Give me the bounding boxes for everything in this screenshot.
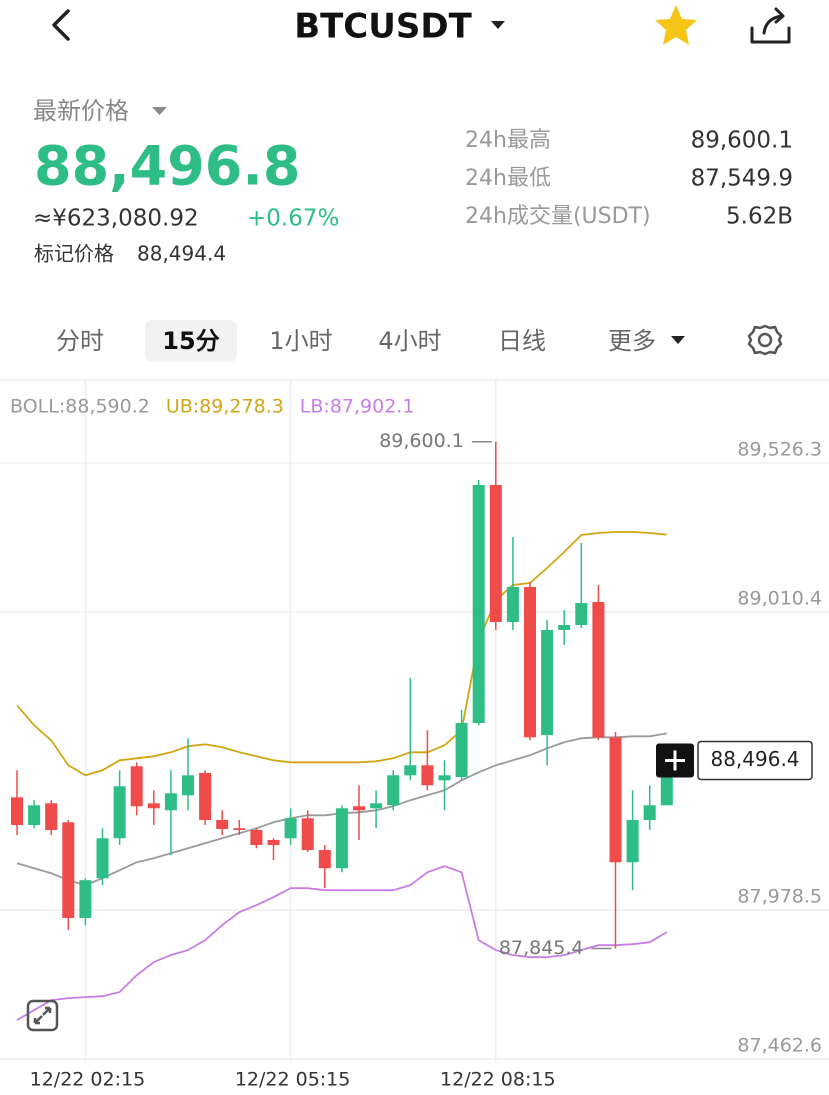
candle-body	[199, 772, 212, 821]
y-tick-label: 87,462.6	[737, 1035, 822, 1057]
candle-body	[421, 765, 434, 786]
active-tab-bg	[145, 320, 237, 362]
candle-body	[147, 803, 160, 809]
stat-value: 87,549.9	[691, 166, 793, 192]
candle-body	[250, 829, 263, 845]
bollinger-line	[16, 865, 668, 1021]
candle-body	[182, 775, 194, 796]
candle-body	[216, 820, 229, 829]
x-tick-label: 12/22 02:15	[30, 1069, 146, 1091]
mark-price: 88,494.4	[137, 242, 226, 266]
share-button[interactable]	[750, 7, 791, 44]
candle-body	[609, 737, 622, 863]
interval-tab[interactable]: 1小时	[269, 327, 332, 355]
candle-body	[28, 805, 41, 826]
candle-body	[558, 624, 571, 630]
legend-entry: BOLL:88,590.2	[10, 396, 150, 418]
y-tick-label: 87,978.5	[737, 886, 822, 908]
interval-tab[interactable]: 日线	[498, 327, 546, 355]
legend-entry: UB:89,278.3	[166, 396, 284, 418]
y-tick-label: 89,010.4	[737, 588, 822, 610]
stat-value: 5.62B	[726, 204, 793, 230]
price-label: 最新价格	[33, 97, 129, 125]
candle-body	[164, 793, 177, 811]
more-dropdown[interactable]	[671, 336, 685, 344]
candle-body	[524, 586, 536, 738]
interval-tabs: 分时 15分 1小时 4小时 日线 更多	[56, 320, 685, 362]
interval-tab[interactable]: 分时	[56, 327, 104, 355]
stat-label: 24h成交量(USDT)	[465, 204, 651, 229]
candle-body	[438, 775, 451, 781]
candle-body	[455, 722, 468, 778]
candle-body	[96, 838, 109, 879]
y-tick-label: 89,526.3	[737, 439, 822, 461]
price-marker-plus[interactable]	[665, 750, 685, 771]
candle-body	[233, 828, 246, 830]
candle-body	[113, 786, 126, 839]
mark-price-label: 标记价格	[34, 242, 114, 266]
candle-body	[301, 818, 314, 850]
symbol-title[interactable]: BTCUSDT	[294, 7, 472, 47]
kline-chart: 89,526.3 89,010.4 87,978.5 87,462.6 12/22 02…	[0, 380, 829, 1091]
candle-body	[284, 818, 297, 839]
cny-price: ≈¥623,080.92	[33, 206, 199, 232]
symbol-dropdown[interactable]	[491, 21, 505, 29]
candle-body	[130, 766, 143, 807]
back-button[interactable]	[52, 9, 70, 41]
candle-body	[404, 765, 417, 776]
annotation-label: 89,600.1	[379, 430, 464, 452]
candle-body	[370, 803, 383, 809]
interval-tab[interactable]: 更多	[608, 327, 656, 355]
x-tick-label: 12/22 05:15	[235, 1069, 351, 1091]
settings-button[interactable]	[747, 324, 783, 356]
annotation-label: 87,845.4	[499, 937, 584, 959]
candle-body	[79, 880, 92, 918]
candle-body	[626, 820, 639, 863]
candle-body	[318, 849, 331, 869]
favorite-star[interactable]	[655, 5, 697, 45]
candle-body	[267, 839, 280, 845]
candle-body	[335, 808, 348, 869]
interval-tab[interactable]: 4小时	[378, 327, 441, 355]
candle-body	[353, 806, 365, 811]
stats: 24h最高 89,600.1 24h最低 87,549.9 24h成交量(USDT) 5.…	[465, 128, 793, 230]
stat-label: 24h最低	[465, 166, 551, 191]
stat-label: 24h最高	[465, 128, 551, 153]
candle-body	[62, 822, 75, 918]
price-change: +0.67%	[247, 206, 339, 232]
x-tick-label: 12/22 08:15	[440, 1069, 556, 1091]
last-price: 88,496.8	[34, 135, 300, 198]
legend-entry: LB:87,902.1	[300, 396, 415, 418]
candle-body	[489, 485, 502, 622]
candle-body	[541, 629, 554, 736]
candle-body	[45, 803, 58, 830]
candle-body	[506, 586, 519, 622]
stat-value: 89,600.1	[691, 128, 793, 154]
candle-body	[11, 797, 23, 826]
candle-body	[472, 485, 485, 723]
candle-body	[387, 775, 400, 806]
fullscreen-button[interactable]	[26, 999, 59, 1032]
candle-body	[575, 602, 588, 625]
candle-body	[643, 805, 656, 821]
bollinger-line	[16, 531, 667, 777]
candle-body	[592, 602, 605, 738]
price-label-dropdown[interactable]	[152, 107, 167, 115]
last-price-box	[697, 740, 813, 781]
interval-tab[interactable]: 15分	[162, 327, 219, 355]
last-price-label: 88,496.4	[710, 747, 799, 771]
